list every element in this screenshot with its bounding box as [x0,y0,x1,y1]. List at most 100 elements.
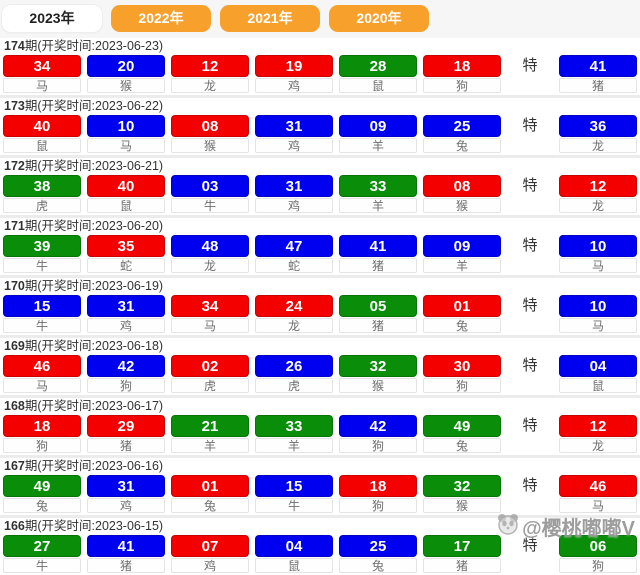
zodiac-label: 狗 [423,78,501,93]
zodiac-label: 猴 [423,198,501,213]
number-ball: 12 [171,55,249,77]
period-number: 174 [4,39,25,53]
numbers-row: 38 虎 40 鼠 03 牛 31 鸡 33 羊 08 猴特 12 龙 [0,175,640,213]
number-ball: 06 [559,535,637,557]
zodiac-label: 蛇 [255,258,333,273]
zodiac-label: 鸡 [87,318,165,333]
numbers-row: 39 牛 35 蛇 48 龙 47 蛇 41 猪 09 羊特 10 马 [0,235,640,273]
number-ball: 27 [3,535,81,557]
special-number-cell: 41 猪 [559,55,637,93]
number-ball: 40 [3,115,81,137]
special-label: 特 [522,537,538,554]
period-number: 173 [4,99,25,113]
tab-year-2023[interactable]: 2023年 [2,5,102,32]
tab-year-2020[interactable]: 2020年 [329,5,429,32]
number-cell: 38 虎 [3,175,81,213]
zodiac-label: 狗 [339,438,417,453]
number-cell: 29 猪 [87,415,165,453]
number-cell: 49 兔 [3,475,81,513]
zodiac-label: 狗 [559,558,637,573]
zodiac-label: 龙 [559,198,637,213]
number-cell: 48 龙 [171,235,249,273]
zodiac-label: 鸡 [255,78,333,93]
zodiac-label: 鼠 [559,378,637,393]
number-cell: 39 牛 [3,235,81,273]
special-number-cell: 10 马 [559,295,637,333]
zodiac-label: 牛 [3,558,81,573]
numbers-row: 40 鼠 10 马 08 猴 31 鸡 09 羊 25 兔特 36 龙 [0,115,640,153]
zodiac-label: 羊 [255,438,333,453]
special-number-cell: 12 龙 [559,175,637,213]
number-ball: 04 [255,535,333,557]
zodiac-label: 猴 [87,78,165,93]
number-ball: 15 [3,295,81,317]
number-cell: 21 羊 [171,415,249,453]
period-header: 168期(开奖时间:2023-06-17) [4,399,164,413]
zodiac-label: 牛 [3,258,81,273]
zodiac-label: 牛 [255,498,333,513]
number-ball: 33 [255,415,333,437]
zodiac-label: 鼠 [255,558,333,573]
zodiac-label: 狗 [3,438,81,453]
zodiac-label: 马 [559,318,637,333]
zodiac-label: 马 [559,498,637,513]
number-cell: 33 羊 [339,175,417,213]
number-ball: 10 [559,235,637,257]
number-cell: 15 牛 [3,295,81,333]
tab-year-2022[interactable]: 2022年 [111,5,211,32]
number-ball: 31 [87,295,165,317]
number-cell: 24 龙 [255,295,333,333]
period-number: 168 [4,399,25,413]
number-ball: 49 [423,415,501,437]
number-cell: 34 马 [3,55,81,93]
number-cell: 40 鼠 [3,115,81,153]
number-cell: 01 兔 [423,295,501,333]
number-cell: 28 鼠 [339,55,417,93]
zodiac-label: 狗 [87,378,165,393]
special-label: 特 [522,117,538,134]
period-row: 168期(开奖时间:2023-06-17) 18 狗 29 猪 21 羊 33 羊 42 狗 49 兔特… [0,398,640,455]
zodiac-label: 马 [3,78,81,93]
number-ball: 34 [171,295,249,317]
zodiac-label: 兔 [171,498,249,513]
special-number-cell: 36 龙 [559,115,637,153]
number-ball: 18 [339,475,417,497]
zodiac-label: 鼠 [87,198,165,213]
period-header: 172期(开奖时间:2023-06-21) [4,159,164,173]
number-cell: 08 猴 [171,115,249,153]
number-ball: 01 [423,295,501,317]
zodiac-label: 猪 [559,78,637,93]
period-row: 174期(开奖时间:2023-06-23) 34 马 20 猴 12 龙 19 鸡 28 鼠 18 狗特… [0,38,640,95]
number-cell: 02 虎 [171,355,249,393]
number-cell: 32 猴 [423,475,501,513]
zodiac-label: 虎 [3,198,81,213]
number-ball: 46 [3,355,81,377]
number-ball: 08 [423,175,501,197]
number-ball: 33 [339,175,417,197]
number-cell: 30 狗 [423,355,501,393]
zodiac-label: 马 [87,138,165,153]
number-cell: 09 羊 [339,115,417,153]
number-ball: 24 [255,295,333,317]
zodiac-label: 猪 [423,558,501,573]
period-number: 170 [4,279,25,293]
zodiac-label: 猪 [87,438,165,453]
number-cell: 18 狗 [3,415,81,453]
number-cell: 25 兔 [423,115,501,153]
period-number: 166 [4,519,25,533]
zodiac-label: 狗 [423,378,501,393]
number-cell: 31 鸡 [255,175,333,213]
zodiac-label: 鸡 [255,138,333,153]
number-ball: 19 [255,55,333,77]
zodiac-label: 龙 [171,78,249,93]
results-list: 174期(开奖时间:2023-06-23) 34 马 20 猴 12 龙 19 鸡 28 鼠 18 狗特… [0,38,640,575]
zodiac-label: 鸡 [171,558,249,573]
number-ball: 09 [339,115,417,137]
number-ball: 25 [339,535,417,557]
tab-year-2021[interactable]: 2021年 [220,5,320,32]
number-ball: 04 [559,355,637,377]
number-cell: 32 猴 [339,355,417,393]
number-cell: 15 牛 [255,475,333,513]
number-cell: 41 猪 [339,235,417,273]
year-tabs: 2023年 2022年 2021年 2020年 [0,0,640,38]
